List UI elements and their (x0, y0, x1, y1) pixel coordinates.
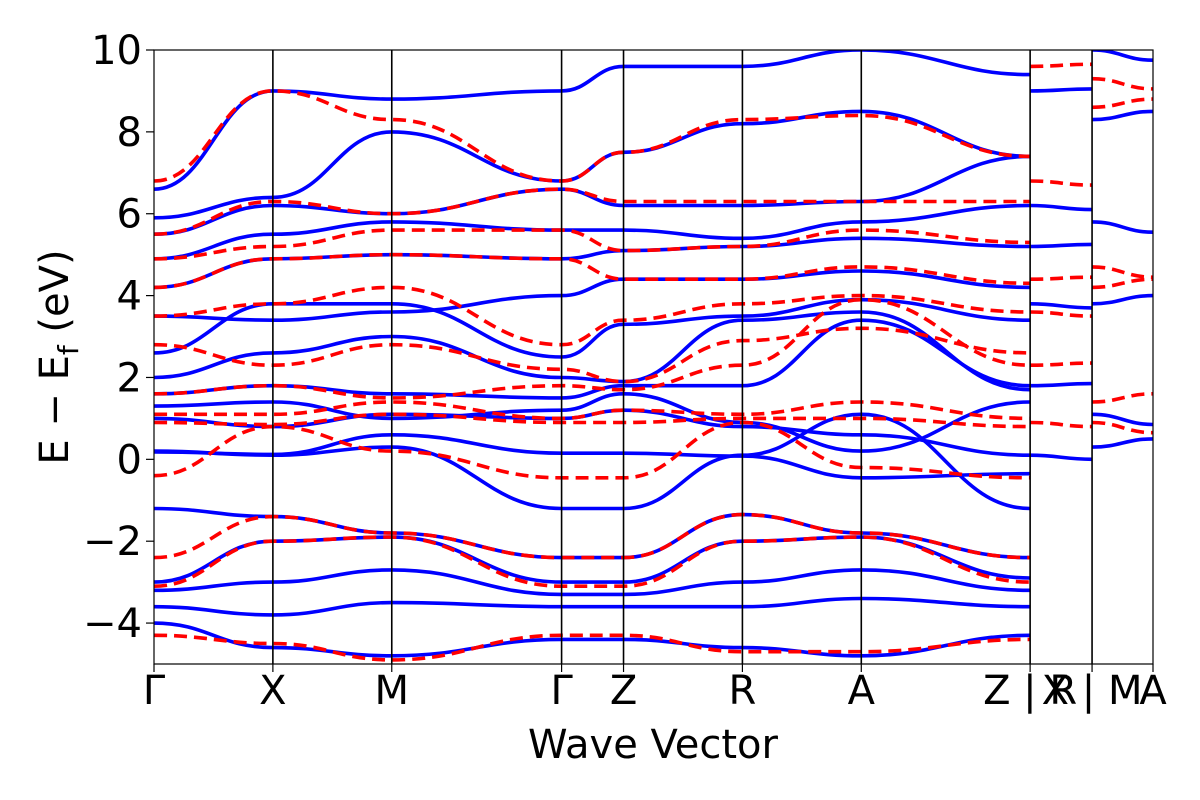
red-dashed-band-tail-b-4 (1092, 97, 1153, 110)
x-tick-label: A (848, 668, 876, 714)
red-dashed-band-tail-b-5 (1092, 76, 1153, 91)
red-dashed-band-4 (154, 326, 1031, 384)
blue-solid-band-tail-a-4 (1030, 203, 1093, 212)
y-tick-label: 8 (117, 110, 142, 156)
x-tick-label: Z | R (983, 668, 1077, 714)
red-dashed-band-tail-a-0 (1030, 420, 1093, 429)
y-axis-label-group: E − Ef (eV) (32, 249, 85, 464)
blue-solid-band-tail-b-5 (1092, 50, 1153, 62)
y-axis-label-space (32, 333, 78, 346)
red-dashed-band-9 (154, 89, 1031, 183)
blue-solid-band-tail-a-3 (1030, 242, 1093, 249)
blue-solid-band-7 (154, 297, 1031, 359)
red-dashed-band-tail-b-2 (1092, 277, 1153, 290)
y-axis-label: E − Ef (eV) (32, 249, 85, 464)
y-axis-label-main: E − E (32, 355, 78, 465)
red-dashed-band-tail-b-0 (1092, 392, 1153, 404)
red-dashed-band-11 (154, 535, 1031, 588)
y-tick-label: −4 (83, 601, 142, 647)
red-dashed-band-tail-a-4 (1030, 179, 1093, 187)
plot-lines (154, 50, 1153, 662)
y-tick-label: 2 (117, 355, 142, 401)
red-dashed-band-tail-a-2 (1030, 310, 1093, 318)
x-tick-label: Γ (550, 668, 573, 714)
x-tick-label: R (729, 668, 757, 714)
red-dashed-band-tail-b-3 (1092, 265, 1153, 279)
blue-solid-band-tail-b-1 (1092, 412, 1153, 427)
plot-frame (153, 49, 1154, 665)
y-axis-label-subscript: f (52, 344, 85, 355)
red-dashed-band-tail-a-3 (1030, 275, 1093, 281)
y-tick-label: 0 (117, 437, 142, 483)
blue-solid-band-tail-b-0 (1092, 437, 1153, 449)
red-dashed-band-3 (154, 297, 1031, 400)
blue-solid-band-tail-a-0 (1030, 453, 1093, 462)
blue-solid-band-tail-b-3 (1092, 220, 1153, 234)
red-dashed-band-tail-a-5 (1030, 62, 1093, 69)
y-axis-label-unit: (eV) (32, 249, 78, 332)
red-dashed-band-tail-b-1 (1092, 420, 1153, 435)
blue-solid-band-tail-b-2 (1092, 293, 1153, 306)
blue-solid-band-6 (154, 310, 1031, 392)
y-tick-label: 10 (91, 28, 142, 74)
blue-solid-band-tail-a-5 (1030, 87, 1093, 93)
x-tick-label: X (259, 668, 286, 714)
y-tick-label: 4 (117, 274, 142, 320)
y-tick-label: −2 (83, 519, 142, 565)
x-tick-label: M (375, 668, 410, 714)
blue-solid-band-3 (154, 408, 1031, 457)
blue-solid-band-tail-a-2 (1030, 302, 1093, 310)
red-dashed-band-6 (154, 252, 1031, 290)
red-dashed-band-tail-a-1 (1030, 361, 1093, 367)
red-dashed-band-0 (154, 420, 1031, 480)
y-axis-ticks: −4 −2 0 2 4 6 8 10 (83, 28, 154, 647)
x-tick-label: Γ (143, 668, 166, 714)
blue-solid-band-16 (154, 596, 1031, 617)
x-tick-label: Z (610, 668, 637, 714)
kpoint-vertical-lines (272, 50, 1093, 664)
y-tick-label: 6 (117, 192, 142, 238)
x-tick-label: A (1139, 668, 1167, 714)
blue-solid-band-12 (154, 109, 1031, 220)
red-dashed-band-10 (154, 512, 1031, 560)
blue-solid-band-tail-b-4 (1092, 109, 1153, 122)
x-tick-label: X | M (1042, 668, 1143, 714)
blue-solid-band-tail-a-1 (1030, 381, 1093, 388)
blue-solid-band-14 (154, 535, 1031, 584)
red-dashed-band-5 (154, 285, 1031, 347)
x-axis-label: Wave Vector (528, 722, 779, 768)
